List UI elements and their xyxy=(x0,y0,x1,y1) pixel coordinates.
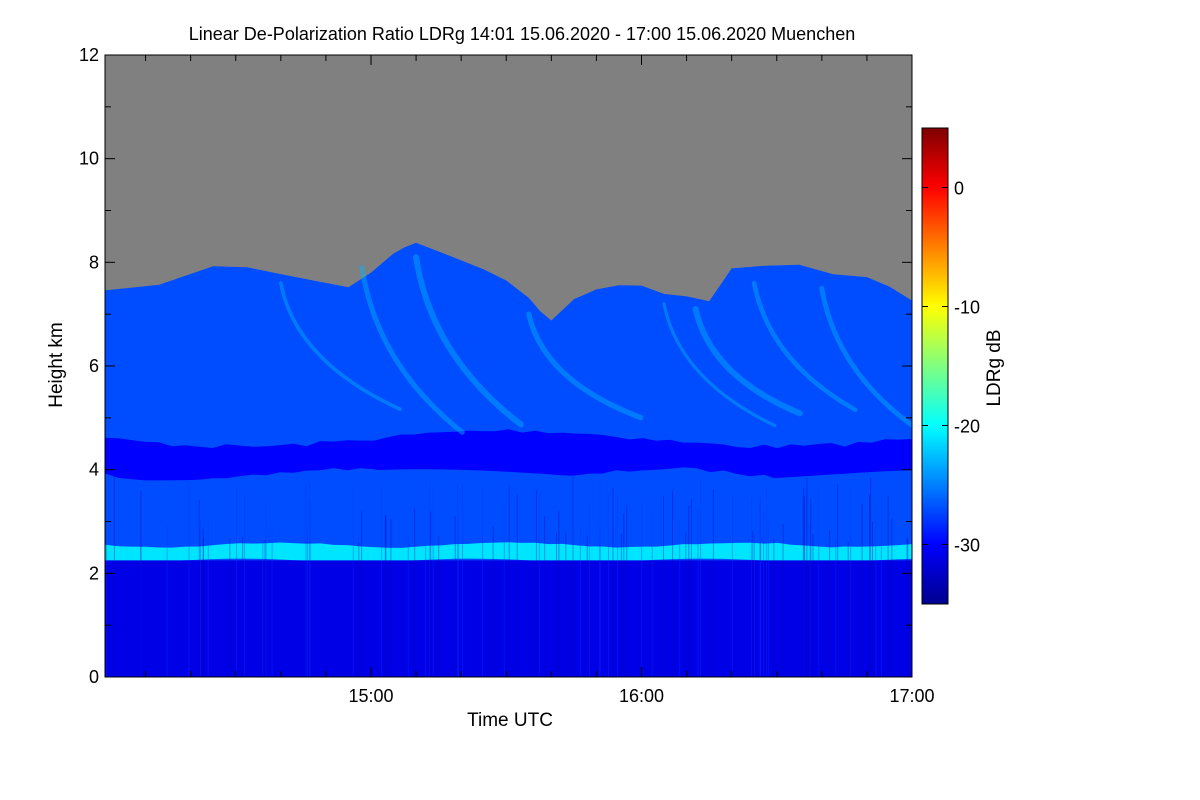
dark-band xyxy=(105,429,912,481)
y-tick-label: 8 xyxy=(89,252,99,272)
fall-streak xyxy=(819,285,912,429)
fall-streak xyxy=(413,254,524,428)
colorbar-tick-label: -30 xyxy=(954,536,980,556)
fall-streaks xyxy=(279,254,912,435)
y-axis: 0 2 4 6 8 10 12 xyxy=(79,45,912,687)
x-axis-label: Time UTC xyxy=(467,710,553,731)
colorbar-tick-label: 0 xyxy=(954,179,964,199)
chart-title: Linear De-Polarization Ratio LDRg 14:01 … xyxy=(189,24,855,44)
x-tick-label: 17:00 xyxy=(889,686,934,706)
fall-streak xyxy=(359,264,465,435)
x-tick-label: 16:00 xyxy=(619,686,664,706)
y-tick-label: 10 xyxy=(79,149,99,169)
fall-streak xyxy=(279,281,402,411)
fall-streak xyxy=(662,302,777,428)
heatmap-area xyxy=(105,55,912,677)
y-tick-label: 6 xyxy=(89,356,99,376)
bright-band xyxy=(105,542,912,563)
y-tick-label: 0 xyxy=(89,667,99,687)
y-tick-label: 12 xyxy=(79,45,99,65)
fall-streak xyxy=(692,306,803,417)
x-tick-label: 15:00 xyxy=(348,686,393,706)
x-axis: 15:00 16:00 17:00 xyxy=(145,55,935,706)
lower-layer xyxy=(105,560,912,677)
colorbar-label: LDRg dB xyxy=(984,329,1005,406)
colorbar-gradient xyxy=(921,127,949,605)
colorbar: 0 -10 -20 -30 xyxy=(921,127,980,605)
y-tick-label: 4 xyxy=(89,460,99,480)
mid-layer xyxy=(105,467,912,549)
colorbar-tick-label: -20 xyxy=(954,417,980,437)
y-axis-label: Height km xyxy=(46,322,67,408)
fall-streak xyxy=(526,311,644,421)
colorbar-tick-label: -10 xyxy=(954,298,980,318)
fall-streak xyxy=(751,280,858,413)
y-tick-label: 2 xyxy=(89,563,99,583)
vertical-texture xyxy=(105,475,909,677)
